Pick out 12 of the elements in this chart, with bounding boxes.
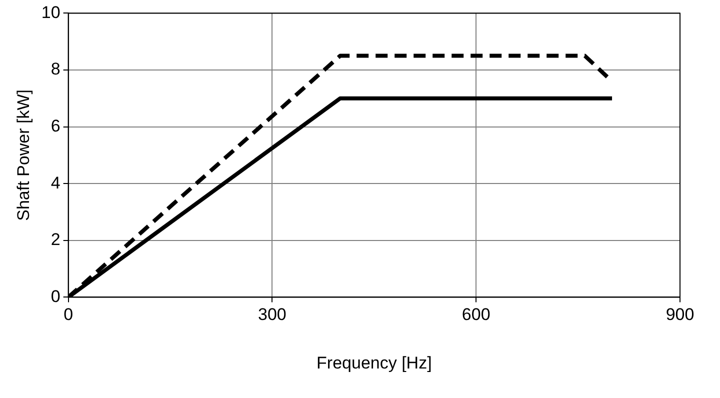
y-tick-label: 8 (50, 60, 60, 79)
x-axis-title: Frequency [Hz] (316, 353, 432, 372)
x-tick-label: 0 (64, 305, 74, 324)
y-tick-label: 6 (50, 116, 60, 136)
x-tick-label: 600 (462, 305, 490, 324)
y-tick-label: 2 (50, 230, 60, 250)
x-tick-label: 900 (666, 305, 694, 324)
y-tick-label: 4 (50, 173, 60, 192)
y-tick-label: 10 (41, 2, 60, 22)
x-tick-label: 300 (258, 305, 286, 324)
y-axis-title: Shaft Power [kW] (14, 90, 33, 221)
y-tick-label: 0 (50, 286, 60, 306)
